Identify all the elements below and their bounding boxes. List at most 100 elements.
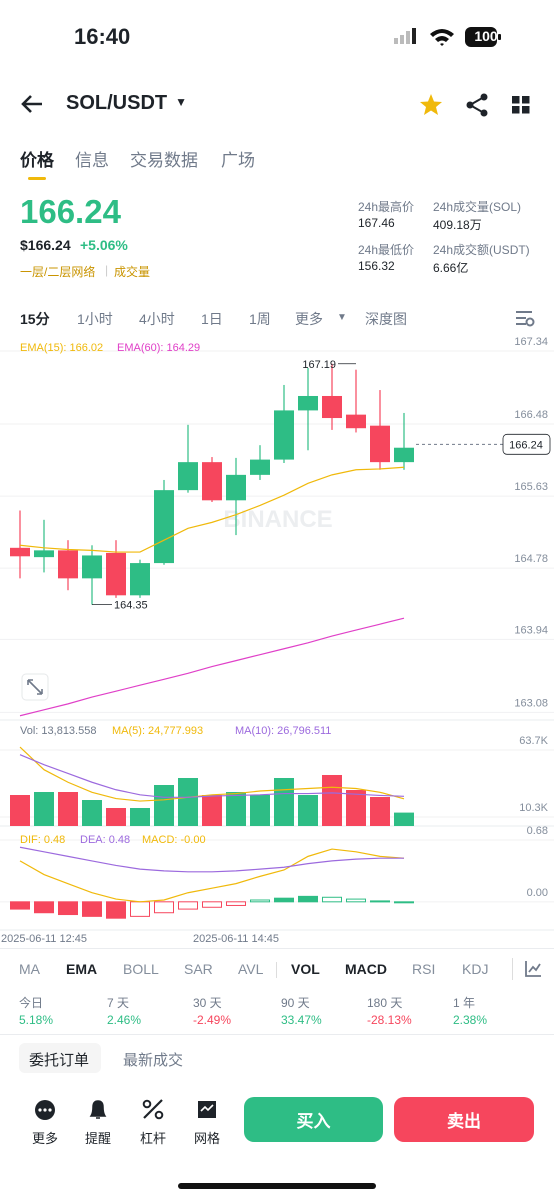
order-tab[interactable]: 最新成交 — [123, 1052, 184, 1069]
indicator[interactable]: RSI — [412, 961, 436, 977]
interval[interactable]: 15分 — [20, 311, 50, 327]
macd-bar — [202, 901, 222, 908]
macd-bar — [394, 901, 414, 904]
y-tick-label: 0.68 — [527, 825, 548, 837]
stat-label: 24h最低价 — [358, 243, 415, 257]
tab[interactable]: 价格 — [20, 151, 54, 170]
interval[interactable]: 1周 — [249, 311, 271, 327]
candle-body — [250, 459, 270, 475]
indicator[interactable]: KDJ — [462, 961, 489, 977]
stat-value: 6.66亿 — [433, 261, 469, 275]
period-label: 今日 — [19, 996, 44, 1010]
toolbar-item[interactable]: 更多 — [31, 1131, 58, 1146]
dropdown-caret: ▼ — [337, 312, 347, 323]
interval[interactable]: 4小时 — [139, 311, 175, 327]
watermark: BINANCE — [223, 506, 332, 533]
expand-button[interactable] — [21, 673, 49, 701]
stat-value: 409.18万 — [433, 218, 482, 232]
volume-bar — [394, 812, 414, 826]
interval[interactable]: 1小时 — [77, 311, 113, 327]
pair-selector[interactable]: SOL/USDT ▼ — [66, 92, 187, 115]
volume-bar — [250, 795, 270, 826]
tab[interactable]: 信息 — [75, 151, 109, 170]
indicator[interactable]: MA — [19, 961, 40, 977]
last-price: 166.24 — [20, 193, 121, 230]
candle-body — [34, 550, 54, 558]
macd-bar — [226, 901, 246, 906]
volume-bar — [226, 791, 246, 826]
interval[interactable]: 更多 — [295, 311, 323, 327]
order-tab[interactable]: 委托订单 — [29, 1052, 90, 1069]
stat-label: 24h成交量(SOL) — [433, 200, 522, 214]
tab-highlight — [19, 1043, 101, 1073]
macd-bar — [370, 900, 390, 903]
indicator-settings[interactable] — [524, 960, 542, 978]
indicator-line — [19, 746, 405, 802]
separator — [512, 958, 513, 980]
x-tick-label: 2025-06-11 14:45 — [193, 933, 279, 945]
tab[interactable]: 交易数据 — [130, 151, 198, 170]
toolbar-item[interactable]: 网格 — [193, 1131, 220, 1146]
candle-body — [130, 563, 150, 596]
period-change: -28.13% — [367, 1013, 412, 1027]
stat-label: 24h成交额(USDT) — [433, 243, 530, 257]
favorite-button[interactable] — [420, 94, 442, 115]
macd-bar — [274, 897, 294, 903]
indicator[interactable]: EMA — [66, 961, 98, 977]
home-indicator — [178, 1183, 376, 1189]
price-tag-text: 166.24 — [509, 439, 543, 451]
candle-body — [370, 425, 390, 463]
volume-bar — [154, 785, 174, 826]
legend-text: MA(10): 26,796.511 — [235, 725, 331, 737]
price-change: +5.06% — [80, 237, 128, 253]
stat-value: 156.32 — [358, 259, 395, 273]
indicator[interactable]: VOL — [291, 961, 320, 977]
macd-bar — [322, 896, 342, 903]
toolbar-item[interactable]: 提醒 — [84, 1131, 111, 1146]
interval[interactable]: 1日 — [201, 311, 223, 327]
volume-bar — [298, 795, 318, 826]
volume-link[interactable]: 成交量 — [114, 265, 151, 279]
period-label: 180 天 — [367, 996, 403, 1010]
candle-body — [10, 547, 30, 557]
legend-text: EMA(15): 166.02 — [20, 342, 103, 354]
volume-bar — [370, 797, 390, 826]
macd-bar — [82, 901, 102, 917]
kline-chart: 167.34 166.48 165.63 164.78 163.94 163.08 63.7… — [0, 336, 554, 945]
separator — [0, 948, 554, 949]
toolbar-item[interactable]: 杠杆 — [139, 1131, 166, 1146]
share-button[interactable] — [466, 93, 488, 117]
volume-bar — [106, 808, 126, 826]
indicator[interactable]: SAR — [184, 961, 213, 977]
volume-bar — [346, 789, 366, 826]
layout-button[interactable] — [512, 96, 530, 114]
network-link[interactable]: 一层/二层网络 — [20, 265, 96, 279]
chart-settings[interactable] — [514, 308, 536, 328]
candle-body — [394, 447, 414, 463]
dropdown-caret: ▼ — [175, 95, 188, 109]
indicator[interactable]: BOLL — [123, 961, 159, 977]
candle-body — [178, 462, 198, 491]
pair-name: SOL/USDT — [66, 92, 168, 114]
volume-bar — [178, 777, 198, 826]
period-change: 2.46% — [107, 1013, 142, 1027]
x-tick-label: 2025-06-11 12:45 — [1, 933, 87, 945]
battery-level: 100 — [474, 28, 498, 44]
toolbar-icons — [35, 1099, 216, 1120]
buy-button[interactable]: 买入 — [244, 1097, 383, 1142]
indicator-line — [19, 754, 405, 798]
sell-button[interactable]: 卖出 — [394, 1097, 534, 1142]
volume-bar — [130, 808, 150, 826]
volume-bar — [82, 800, 102, 826]
interval[interactable]: 深度图 — [365, 311, 407, 327]
legend-text: Vol: 13,813.558 — [20, 725, 96, 737]
back-button[interactable] — [20, 92, 46, 116]
period-change: 2.38% — [453, 1013, 488, 1027]
y-tick-label: 164.78 — [514, 553, 548, 565]
period-change: -2.49% — [193, 1013, 232, 1027]
indicator[interactable]: AVL — [238, 961, 264, 977]
status-icons — [394, 27, 501, 47]
indicator[interactable]: MACD — [345, 961, 387, 977]
tab[interactable]: 广场 — [221, 151, 255, 170]
